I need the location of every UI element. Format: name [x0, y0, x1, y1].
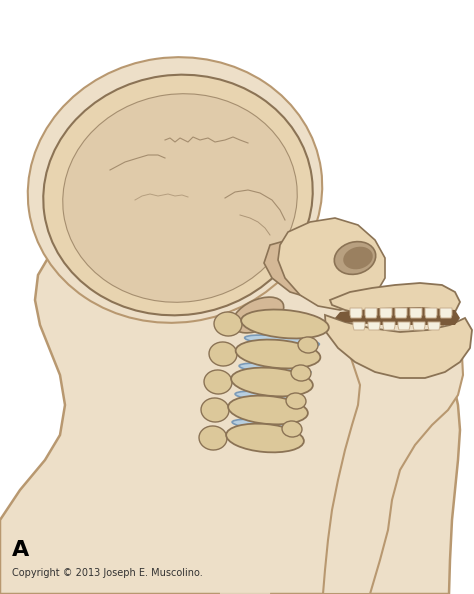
Polygon shape	[350, 308, 362, 318]
Polygon shape	[368, 322, 380, 330]
Polygon shape	[325, 315, 472, 378]
Ellipse shape	[228, 396, 308, 424]
Polygon shape	[398, 322, 410, 330]
Polygon shape	[264, 238, 345, 298]
Ellipse shape	[43, 75, 313, 315]
Ellipse shape	[245, 335, 319, 347]
Ellipse shape	[226, 424, 304, 453]
Ellipse shape	[298, 337, 318, 353]
Ellipse shape	[209, 342, 237, 366]
Polygon shape	[383, 322, 395, 330]
Ellipse shape	[334, 242, 376, 274]
Polygon shape	[218, 305, 310, 594]
Ellipse shape	[282, 421, 302, 437]
Ellipse shape	[235, 391, 305, 403]
Ellipse shape	[232, 297, 284, 333]
Polygon shape	[278, 218, 385, 310]
Ellipse shape	[291, 365, 311, 381]
Ellipse shape	[204, 370, 232, 394]
Text: Copyright © 2013 Joseph E. Muscolino.: Copyright © 2013 Joseph E. Muscolino.	[12, 568, 203, 578]
Ellipse shape	[236, 340, 320, 368]
Polygon shape	[440, 308, 452, 318]
Ellipse shape	[241, 309, 329, 339]
Ellipse shape	[232, 419, 300, 431]
Polygon shape	[323, 310, 463, 594]
Ellipse shape	[63, 94, 297, 302]
Ellipse shape	[28, 57, 322, 323]
Polygon shape	[428, 322, 440, 330]
Ellipse shape	[231, 368, 313, 396]
Polygon shape	[365, 308, 377, 318]
Ellipse shape	[214, 312, 242, 336]
Polygon shape	[0, 205, 460, 594]
Ellipse shape	[343, 247, 373, 269]
Polygon shape	[330, 283, 460, 320]
Polygon shape	[353, 322, 365, 330]
Ellipse shape	[201, 398, 229, 422]
Polygon shape	[380, 308, 392, 318]
Polygon shape	[413, 322, 425, 330]
Polygon shape	[395, 308, 407, 318]
Ellipse shape	[239, 363, 311, 375]
Ellipse shape	[286, 393, 306, 409]
Ellipse shape	[199, 426, 227, 450]
Polygon shape	[425, 308, 437, 318]
Text: A: A	[12, 540, 29, 560]
Polygon shape	[410, 308, 422, 318]
Polygon shape	[335, 307, 460, 325]
